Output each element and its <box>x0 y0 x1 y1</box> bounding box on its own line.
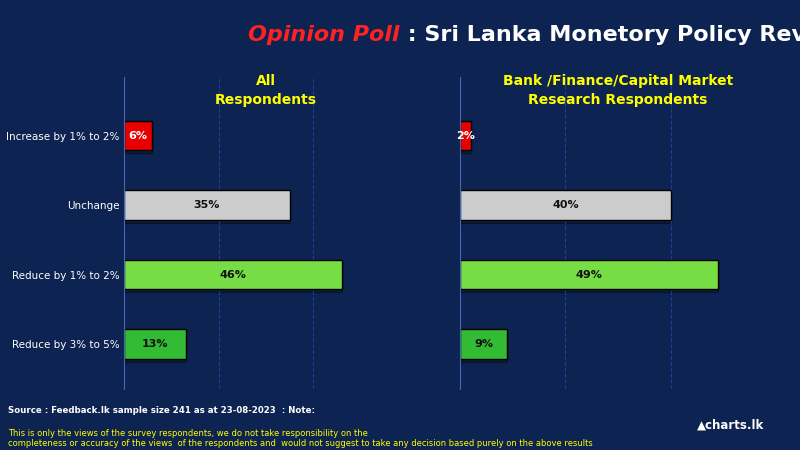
FancyBboxPatch shape <box>124 124 152 153</box>
Text: 13%: 13% <box>142 339 168 349</box>
FancyBboxPatch shape <box>124 190 290 220</box>
FancyBboxPatch shape <box>124 260 342 289</box>
Text: Opinion Poll: Opinion Poll <box>249 25 400 45</box>
Text: Bank /Finance/Capital Market
Research Respondents: Bank /Finance/Capital Market Research Re… <box>503 74 733 107</box>
FancyBboxPatch shape <box>460 194 670 223</box>
FancyBboxPatch shape <box>124 121 152 150</box>
Text: 46%: 46% <box>219 270 246 279</box>
Text: ▲charts.lk: ▲charts.lk <box>697 418 764 431</box>
FancyBboxPatch shape <box>124 194 290 223</box>
Text: 35%: 35% <box>194 200 220 210</box>
FancyBboxPatch shape <box>460 190 670 220</box>
FancyBboxPatch shape <box>124 333 186 362</box>
Text: This is only the views of the survey respondents, we do not take responsibility : This is only the views of the survey res… <box>8 428 593 448</box>
Text: 6%: 6% <box>129 130 148 140</box>
Text: 9%: 9% <box>474 339 493 349</box>
FancyBboxPatch shape <box>460 124 470 153</box>
Text: 49%: 49% <box>575 270 602 279</box>
Text: 40%: 40% <box>552 200 578 210</box>
FancyBboxPatch shape <box>460 263 718 292</box>
FancyBboxPatch shape <box>124 329 186 359</box>
FancyBboxPatch shape <box>460 329 507 359</box>
Text: Source : Feedback.lk sample size 241 as at 23-08-2023  : Note:: Source : Feedback.lk sample size 241 as … <box>8 406 318 415</box>
Text: : Sri Lanka Monetory Policy Review  VI - 2023: : Sri Lanka Monetory Policy Review VI - … <box>400 25 800 45</box>
Text: 2%: 2% <box>456 130 474 140</box>
FancyBboxPatch shape <box>124 263 342 292</box>
FancyBboxPatch shape <box>460 260 718 289</box>
Text: All
Respondents: All Respondents <box>215 74 317 107</box>
FancyBboxPatch shape <box>460 333 507 362</box>
FancyBboxPatch shape <box>460 121 470 150</box>
